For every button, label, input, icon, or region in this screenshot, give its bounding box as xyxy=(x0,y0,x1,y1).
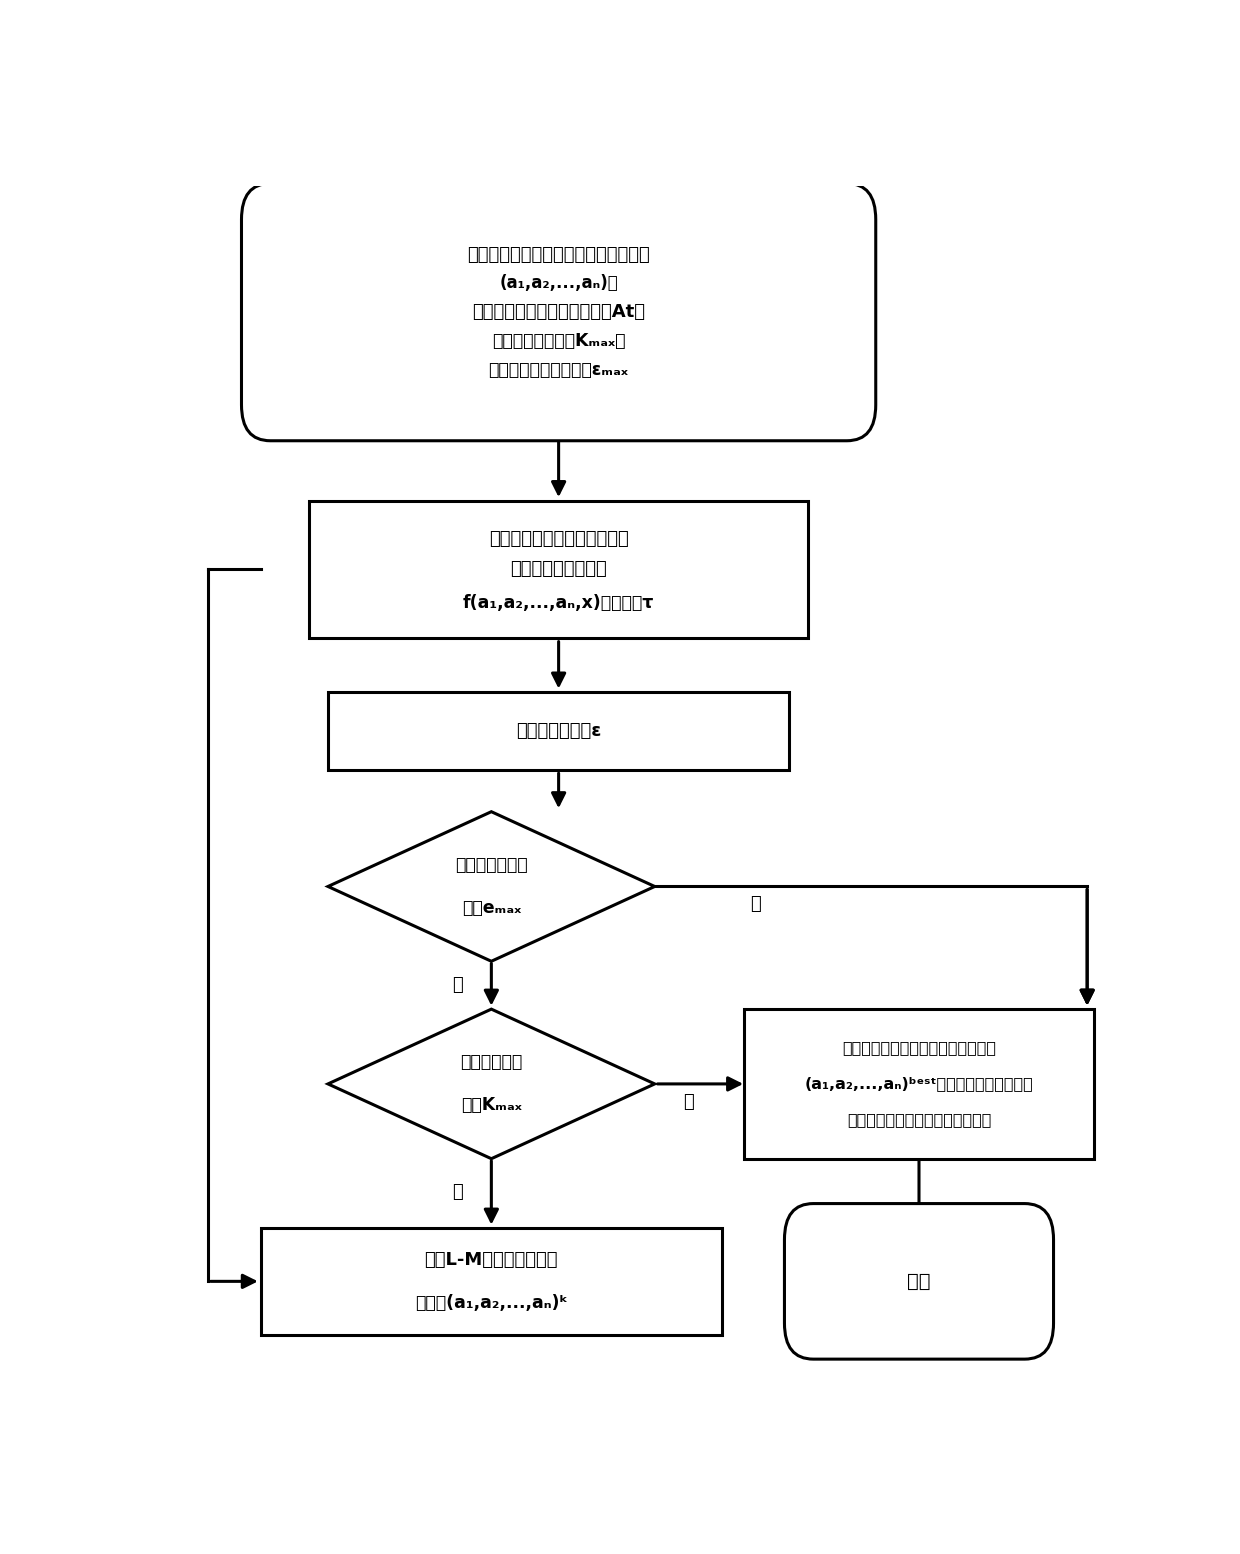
Text: 小于Kₘₐₓ: 小于Kₘₐₓ xyxy=(461,1097,522,1114)
Text: 计算残差平方和ε: 计算残差平方和ε xyxy=(516,723,601,740)
Text: (a₁,a₂,...,aₙ)、: (a₁,a₂,...,aₙ)、 xyxy=(500,275,618,292)
Bar xyxy=(744,1009,1095,1159)
FancyBboxPatch shape xyxy=(785,1203,1054,1360)
Text: 迭代计算最大次数Kₘₐₓ、: 迭代计算最大次数Kₘₐₓ、 xyxy=(492,333,625,350)
Bar xyxy=(327,692,789,769)
Text: 输入由第二部分得到的模型参量初始値: 输入由第二部分得到的模型参量初始値 xyxy=(467,246,650,264)
Text: 允许残差平方和最大値εₘₐₓ: 允许残差平方和最大値εₘₐₓ xyxy=(489,361,629,379)
Text: 将此时的模型参量作为最优模型参量: 将此时的模型参量作为最优模型参量 xyxy=(842,1041,996,1055)
Text: 是: 是 xyxy=(453,1183,463,1201)
Text: 通过L-M优化算法调整模: 通过L-M优化算法调整模 xyxy=(424,1251,558,1268)
Text: 由硬件系统测得的各路激度値At、: 由硬件系统测得的各路激度値At、 xyxy=(472,303,645,322)
Text: 否: 否 xyxy=(453,976,463,993)
Text: 残差平方和是否: 残差平方和是否 xyxy=(455,856,528,873)
Text: f(a₁,a₂,...,aₙ,x)计算激度τ: f(a₁,a₂,...,aₙ,x)计算激度τ xyxy=(463,594,655,612)
Text: 小于eₘₐₓ: 小于eₘₐₓ xyxy=(461,900,521,917)
Text: 返回: 返回 xyxy=(908,1271,931,1291)
Text: 积分获得固定粒径范围的浓度信息: 积分获得固定粒径范围的浓度信息 xyxy=(847,1113,991,1127)
Text: 表格，结合数学模型: 表格，结合数学模型 xyxy=(510,561,608,578)
Polygon shape xyxy=(327,811,655,962)
Bar xyxy=(309,500,808,639)
Bar xyxy=(260,1228,722,1335)
Text: 否: 否 xyxy=(683,1092,693,1111)
Text: 调用第一部分获得的散射系数: 调用第一部分获得的散射系数 xyxy=(489,530,629,549)
Text: 型参量(a₁,a₂,...,aₙ)ᵏ: 型参量(a₁,a₂,...,aₙ)ᵏ xyxy=(415,1294,568,1312)
Polygon shape xyxy=(327,1009,655,1159)
Text: 是: 是 xyxy=(750,895,761,914)
Text: 迭代次数是否: 迭代次数是否 xyxy=(460,1054,522,1071)
Text: (a₁,a₂,...,aₙ)ᵇᵉˢᵗ代入数学模型中，通过: (a₁,a₂,...,aₙ)ᵇᵉˢᵗ代入数学模型中，通过 xyxy=(805,1077,1033,1091)
FancyBboxPatch shape xyxy=(242,183,875,441)
